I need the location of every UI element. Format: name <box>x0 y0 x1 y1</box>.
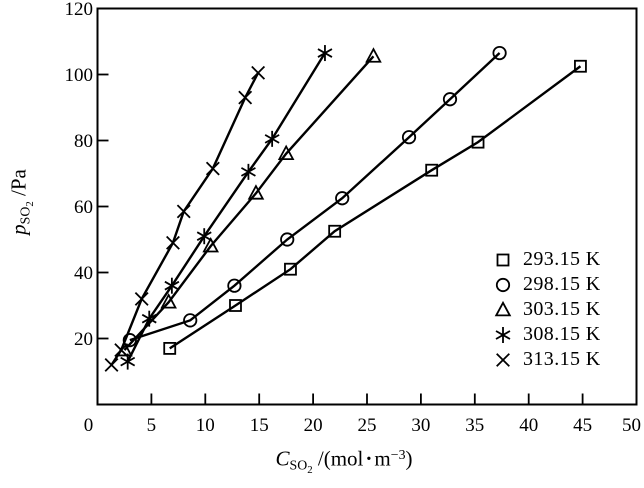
square-marker <box>574 59 587 73</box>
circle-marker <box>335 191 350 206</box>
x-marker <box>496 352 510 367</box>
square-marker <box>471 135 485 149</box>
x-marker <box>134 291 149 306</box>
x-tick-label: 10 <box>196 415 215 436</box>
y-axis-subscript: SO2 <box>17 201 36 225</box>
asterisk-marker <box>240 167 256 177</box>
legend-item-313-15k: 313.15 K <box>492 347 601 372</box>
square-marker <box>284 262 297 276</box>
x-marker <box>251 65 266 80</box>
x-tick-label: 5 <box>147 415 157 436</box>
circle-marker <box>183 313 198 328</box>
legend-item-308-15k: 308.15 K <box>492 322 601 347</box>
x-axis-symbol: C <box>275 446 290 471</box>
circle-marker <box>280 232 295 247</box>
square-marker <box>496 253 510 266</box>
x-axis-unit-open: /(mol <box>312 446 364 471</box>
x-tick-label: 15 <box>250 415 269 436</box>
x-marker <box>205 161 220 176</box>
square-marker <box>425 163 439 177</box>
asterisk-marker <box>264 134 280 144</box>
x-marker <box>104 357 119 372</box>
triangle-marker <box>494 300 512 316</box>
x-marker-icon <box>496 352 510 367</box>
x-axis-title: CSO2 /(mol·m−3) <box>276 446 413 475</box>
x-tick-label: 50 <box>622 415 641 436</box>
triangle-marker <box>160 293 177 309</box>
circle-marker <box>442 92 458 107</box>
y-tick-label: 40 <box>74 263 93 284</box>
legend-label: 298.15 K <box>523 273 601 295</box>
circle-marker <box>122 333 137 348</box>
triangle-marker-icon <box>494 300 512 316</box>
x-axis-exponent: −3 <box>390 447 406 463</box>
circle-marker-icon <box>495 277 511 292</box>
x-tick-label: 35 <box>465 415 484 436</box>
asterisk-marker <box>141 313 157 324</box>
triangle-marker <box>247 184 265 200</box>
triangle-marker <box>202 237 219 253</box>
circle-marker <box>401 130 417 145</box>
x-marker <box>238 90 253 105</box>
asterisk-marker <box>120 356 136 367</box>
legend-item-298-15k: 298.15 K <box>492 272 601 297</box>
y-tick-label: 60 <box>74 197 93 218</box>
x-marker <box>166 235 180 250</box>
square-marker <box>328 224 342 238</box>
y-axis-symbol: p <box>6 224 31 235</box>
x-tick-label: 40 <box>519 415 538 436</box>
y-axis-title: pSO2 /Pa <box>6 169 35 235</box>
y-axis-unit: /Pa <box>6 169 31 202</box>
circle-marker <box>495 277 511 292</box>
x-axis-subscript: SO2 <box>289 457 313 476</box>
y-tick-label: 120 <box>65 0 94 20</box>
y-tick-label: 80 <box>74 131 93 152</box>
triangle-marker <box>277 144 295 161</box>
x-tick-label: 30 <box>411 415 430 436</box>
circle-marker <box>227 278 242 293</box>
series-line-29815k <box>129 52 501 342</box>
series-line-29315k <box>169 65 582 350</box>
legend-label: 293.15 K <box>523 248 601 270</box>
legend: 293.15 K 298.15 K 303.15 K 308.15 K 313.… <box>492 247 601 372</box>
legend-item-293-15k: 293.15 K <box>492 247 601 272</box>
asterisk-marker <box>196 231 212 241</box>
series-line-30315k <box>123 55 375 351</box>
x-axis-unit-m: m <box>374 446 391 471</box>
legend-item-303-15k: 303.15 K <box>492 297 601 322</box>
x-tick-label: 45 <box>573 415 592 436</box>
square-marker <box>229 299 242 312</box>
x-tick-label: 25 <box>358 415 377 436</box>
y-tick-label: 20 <box>74 329 93 350</box>
middle-dot: · <box>365 446 373 471</box>
x-tick-label: 0 <box>84 415 94 436</box>
x-tick-label: 20 <box>304 415 323 436</box>
legend-label: 313.15 K <box>523 348 601 370</box>
plot-border <box>96 7 638 406</box>
square-marker <box>163 341 177 355</box>
circle-marker <box>492 45 507 61</box>
x-marker <box>176 204 191 219</box>
triangle-marker <box>365 47 382 63</box>
asterisk-marker <box>317 48 333 58</box>
legend-label: 308.15 K <box>523 323 601 345</box>
x-marker <box>114 343 129 357</box>
square-marker-icon <box>496 253 510 266</box>
asterisk-marker-icon <box>495 326 511 343</box>
y-tick-label: 100 <box>65 65 94 86</box>
legend-label: 303.15 K <box>523 298 601 320</box>
x-axis-unit-close: ) <box>405 446 413 471</box>
asterisk-marker <box>164 280 180 291</box>
asterisk-marker <box>495 329 511 340</box>
